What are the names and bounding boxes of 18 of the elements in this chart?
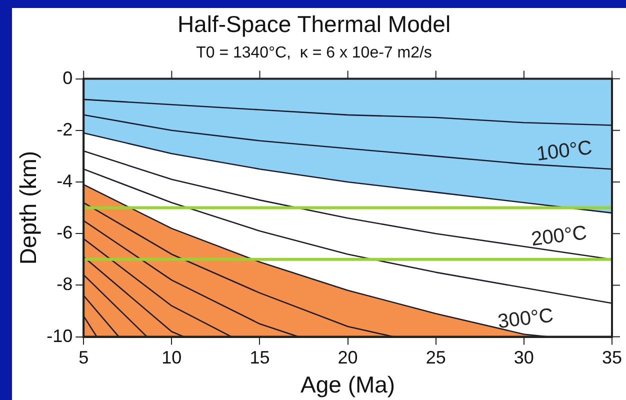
chart-title: Half-Space Thermal Model [177, 11, 451, 38]
annotation: 300°C [496, 304, 555, 334]
x-tick-label: 25 [426, 348, 446, 368]
y-tick-label: -8 [56, 274, 73, 294]
x-tick-label: 20 [338, 348, 358, 368]
y-tick-label: 0 [62, 68, 73, 88]
x-tick-label: 10 [162, 348, 182, 368]
x-tick-label: 5 [78, 348, 89, 368]
x-tick-label: 15 [250, 348, 270, 368]
x-tick-label: 35 [602, 348, 622, 368]
y-tick-label: -4 [56, 170, 73, 191]
annotation: 100°C [535, 136, 594, 166]
y-tick-label: -10 [46, 326, 73, 346]
y-axis-title: Depth (km) [15, 150, 42, 265]
y-tick-label: -2 [56, 119, 73, 140]
x-tick-label: 30 [514, 348, 534, 368]
annotation: 200°C [530, 222, 588, 251]
y-tick-label: -6 [56, 222, 73, 243]
